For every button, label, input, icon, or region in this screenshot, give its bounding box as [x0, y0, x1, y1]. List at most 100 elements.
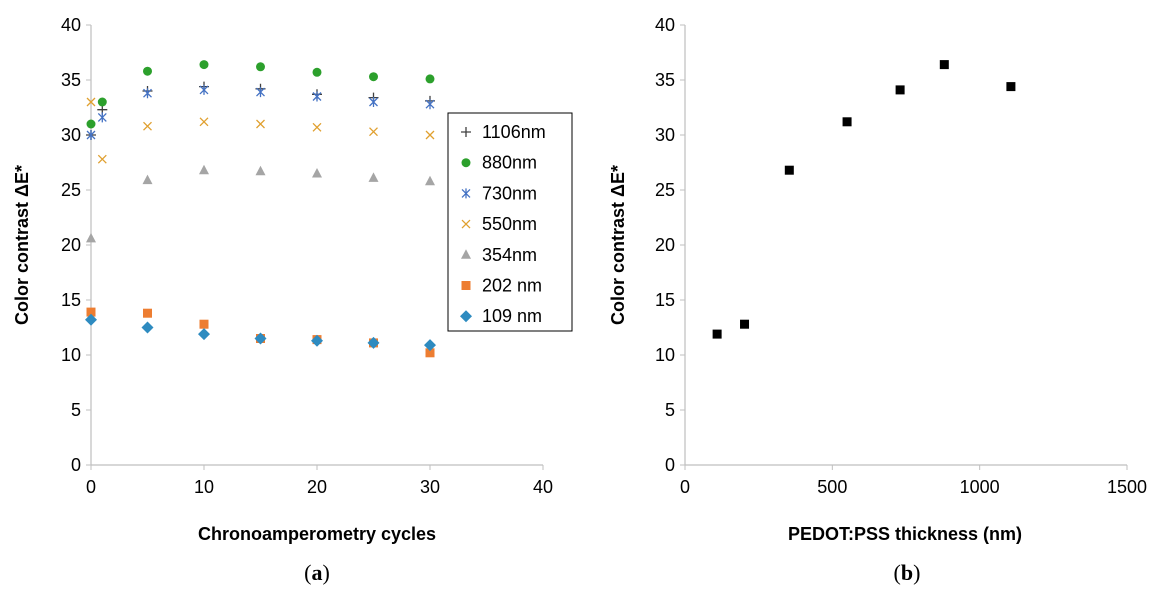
data-point: [85, 313, 97, 326]
data-point: [256, 62, 265, 72]
y-axis-label-a: Color contrast ΔE*: [12, 165, 32, 325]
data-point: [712, 329, 722, 339]
data-point: [143, 308, 152, 318]
y-tick-label-a: 0: [71, 455, 81, 475]
data-point: [425, 130, 435, 140]
legend-label: 730nm: [482, 183, 537, 203]
panel-letter-b: b: [901, 560, 913, 585]
data-point: [199, 164, 209, 175]
data-point: [199, 117, 209, 127]
data-point: [143, 66, 152, 76]
y-tick-label-a: 40: [61, 15, 81, 35]
panel-letter-a: a: [312, 560, 323, 585]
y-tick-label-b: 40: [655, 15, 675, 35]
y-tick-label-b: 15: [655, 290, 675, 310]
data-point: [141, 321, 154, 334]
data-point: [740, 319, 750, 329]
legend-label: 202 nm: [482, 276, 542, 296]
panel-label-a: (a): [304, 560, 330, 585]
data-point: [424, 339, 436, 352]
data-point: [254, 332, 267, 345]
data-point: [86, 130, 96, 140]
legend-label: 354nm: [482, 245, 537, 265]
series-a-1: [86, 60, 435, 129]
data-point: [784, 165, 794, 175]
chart-a: Chronoamperometry cycles Color contrast …: [12, 15, 573, 585]
data-point: [86, 97, 96, 107]
data-point: [369, 127, 378, 137]
data-point: [198, 328, 210, 341]
data-point: [97, 112, 107, 123]
y-tick-label-a: 10: [61, 345, 81, 365]
y-axis-label-b: Color contrast ΔE*: [608, 165, 628, 325]
data-point: [97, 154, 107, 164]
data-point: [86, 307, 96, 317]
data-point: [425, 175, 435, 186]
legend-marker: [461, 281, 471, 290]
x-tick-label-a: 10: [194, 477, 214, 497]
data-point: [256, 87, 265, 98]
series-a-2: [86, 84, 435, 140]
data-point: [255, 165, 266, 176]
y-tick-label-b: 20: [655, 235, 675, 255]
data-point: [86, 119, 96, 129]
data-point: [369, 97, 378, 107]
x-axis-label-a: Chronoamperometry cycles: [198, 524, 436, 544]
x-axis-label-b: PEDOT:PSS thickness (nm): [788, 524, 1022, 544]
data-point: [312, 67, 322, 77]
data-point: [199, 60, 209, 70]
data-point: [842, 117, 852, 127]
series-a-4: [86, 164, 435, 243]
data-point: [86, 232, 96, 243]
legend-marker: [461, 127, 471, 137]
y-tick-label-b: 5: [665, 400, 675, 420]
y-tick-label-a: 25: [61, 180, 81, 200]
legend-label: 109 nm: [482, 306, 542, 326]
y-tick-label-a: 15: [61, 290, 81, 310]
data-point: [1006, 82, 1016, 92]
series-a-3: [86, 97, 435, 164]
data-point: [939, 60, 949, 70]
x-tick-label-b: 1500: [1107, 477, 1147, 497]
data-point: [97, 97, 107, 107]
data-point: [425, 99, 435, 110]
x-tick-label-b: 500: [817, 477, 847, 497]
legend-marker: [461, 158, 471, 168]
y-tick-label-b: 0: [665, 455, 675, 475]
data-point: [367, 336, 380, 349]
y-tick-label-a: 5: [71, 400, 81, 420]
x-tick-label-a: 40: [533, 477, 553, 497]
x-tick-label-b: 1000: [960, 477, 1000, 497]
y-tick-label-a: 30: [61, 125, 81, 145]
data-point: [143, 121, 152, 131]
series-a-5: [86, 307, 435, 358]
y-tick-label-b: 30: [655, 125, 675, 145]
data-point: [311, 334, 323, 347]
panel-label-b: (b): [894, 560, 921, 585]
x-tick-label-a: 30: [420, 477, 440, 497]
data-point: [256, 119, 265, 129]
legend-label: 880nm: [482, 153, 537, 173]
data-point: [312, 122, 322, 132]
data-point: [425, 348, 435, 358]
y-tick-label-b: 10: [655, 345, 675, 365]
data-point: [425, 74, 435, 84]
legend-marker: [461, 219, 471, 229]
x-tick-label-a: 0: [86, 477, 96, 497]
legend-marker: [461, 249, 471, 259]
y-tick-label-a: 35: [61, 70, 81, 90]
data-point: [199, 84, 209, 95]
data-point: [368, 172, 379, 182]
y-tick-label-a: 20: [61, 235, 81, 255]
data-point: [369, 72, 378, 82]
data-point: [199, 319, 209, 329]
data-point: [142, 174, 153, 185]
legend-marker: [461, 188, 471, 199]
series-b-0: [712, 60, 1016, 339]
data-point: [143, 88, 152, 99]
data-point: [895, 85, 905, 95]
y-tick-label-b: 25: [655, 180, 675, 200]
x-tick-label-a: 20: [307, 477, 327, 497]
